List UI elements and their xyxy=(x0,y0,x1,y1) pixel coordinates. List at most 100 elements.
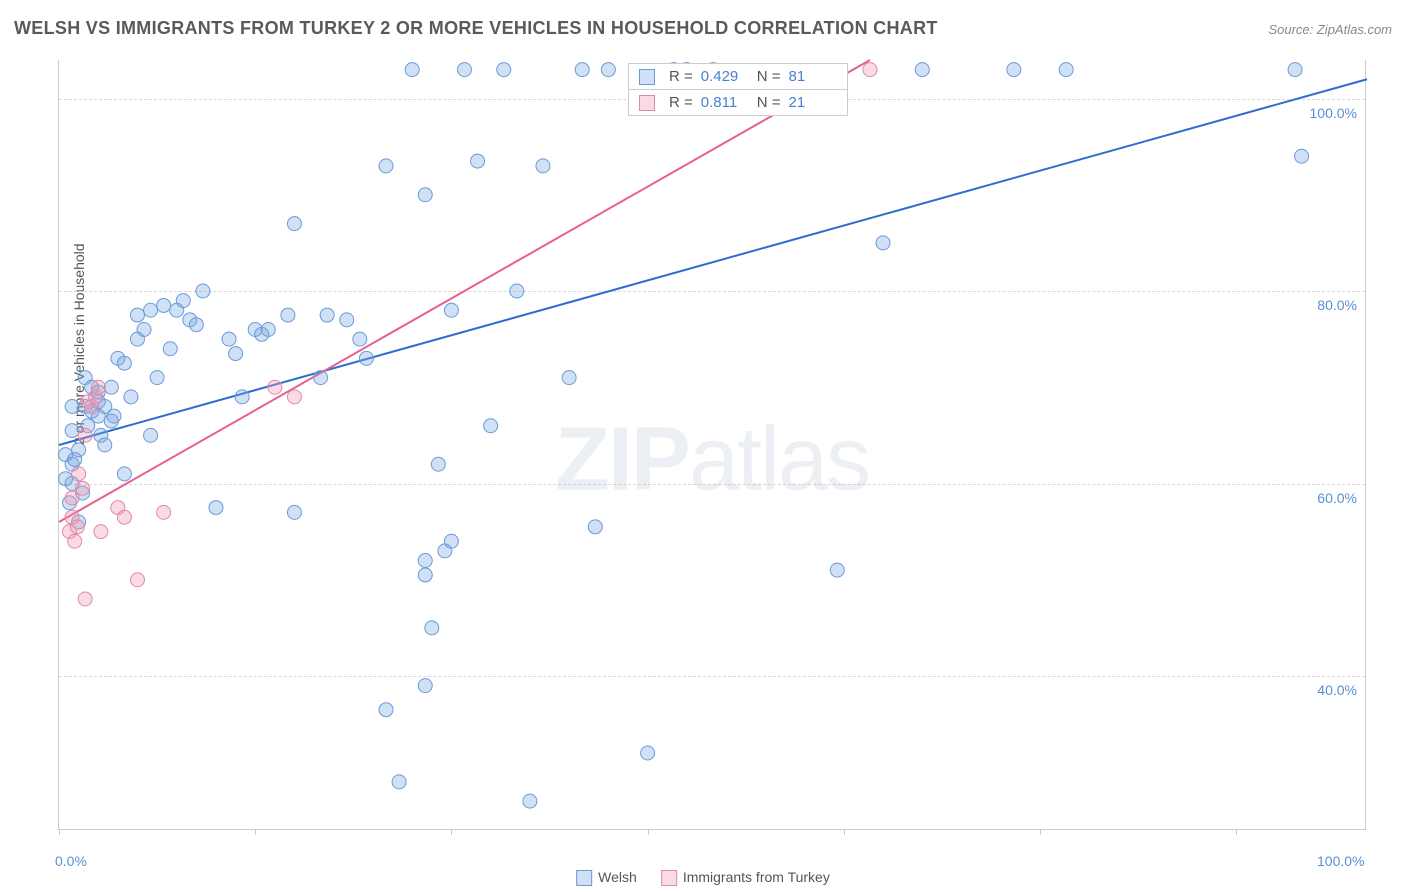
data-point xyxy=(444,303,458,317)
data-point xyxy=(523,794,537,808)
data-point xyxy=(536,159,550,173)
data-point xyxy=(72,443,86,457)
data-point xyxy=(379,159,393,173)
y-tick-label: 80.0% xyxy=(1317,297,1357,313)
data-point xyxy=(915,63,929,77)
y-tick-label: 60.0% xyxy=(1317,490,1357,506)
chart-title: WELSH VS IMMIGRANTS FROM TURKEY 2 OR MOR… xyxy=(14,18,938,39)
data-point xyxy=(431,457,445,471)
data-point xyxy=(340,313,354,327)
data-point xyxy=(65,424,79,438)
trend-line xyxy=(59,60,870,522)
data-point xyxy=(876,236,890,250)
data-point xyxy=(98,438,112,452)
data-point xyxy=(863,63,877,77)
data-point xyxy=(830,563,844,577)
y-tick-label: 40.0% xyxy=(1317,682,1357,698)
x-tick-label: 100.0% xyxy=(1317,853,1364,869)
data-point xyxy=(588,520,602,534)
y-tick-label: 100.0% xyxy=(1310,105,1357,121)
data-point xyxy=(78,592,92,606)
x-tick xyxy=(1236,829,1237,835)
data-point xyxy=(641,746,655,760)
data-point xyxy=(457,63,471,77)
scatter-svg xyxy=(59,60,1365,829)
data-point xyxy=(176,294,190,308)
data-point xyxy=(405,63,419,77)
stat-n-label: N = xyxy=(757,94,781,111)
data-point xyxy=(163,342,177,356)
data-point xyxy=(157,505,171,519)
data-point xyxy=(124,390,138,404)
x-tick xyxy=(255,829,256,835)
data-point xyxy=(1059,63,1073,77)
data-point xyxy=(379,703,393,717)
data-point xyxy=(444,534,458,548)
data-point xyxy=(314,371,328,385)
x-tick xyxy=(451,829,452,835)
stats-row: R =0.811N =21 xyxy=(629,89,847,115)
data-point xyxy=(418,679,432,693)
data-point xyxy=(287,505,301,519)
data-point xyxy=(72,467,86,481)
data-point xyxy=(68,534,82,548)
x-tick xyxy=(844,829,845,835)
data-point xyxy=(392,775,406,789)
data-point xyxy=(484,419,498,433)
plot-area: 2 or more Vehicles in Household ZIPatlas… xyxy=(58,60,1366,830)
data-point xyxy=(130,573,144,587)
data-point xyxy=(130,308,144,322)
data-point xyxy=(562,371,576,385)
data-point xyxy=(261,323,275,337)
x-tick-label: 0.0% xyxy=(55,853,87,869)
data-point xyxy=(157,298,171,312)
data-point xyxy=(1295,149,1309,163)
data-point xyxy=(497,63,511,77)
stats-row: R = 0.429 N = 81 xyxy=(629,64,847,89)
data-point xyxy=(353,332,367,346)
data-point xyxy=(76,481,90,495)
x-tick xyxy=(59,829,60,835)
legend-item: Welsh xyxy=(576,869,637,886)
x-tick xyxy=(1040,829,1041,835)
stat-n-label: N = xyxy=(757,68,781,85)
data-point xyxy=(144,303,158,317)
data-point xyxy=(91,380,105,394)
data-point xyxy=(78,428,92,442)
data-point xyxy=(268,380,282,394)
legend-swatch xyxy=(639,95,655,111)
data-point xyxy=(359,351,373,365)
data-point xyxy=(150,371,164,385)
stat-n-value: 81 xyxy=(789,68,837,85)
data-point xyxy=(287,390,301,404)
data-point xyxy=(209,501,223,515)
stat-r-value: 0.429 xyxy=(701,68,749,85)
data-point xyxy=(510,284,524,298)
stat-n-value: 21 xyxy=(789,94,837,111)
data-point xyxy=(235,390,249,404)
data-point xyxy=(222,332,236,346)
stat-r-label: R = xyxy=(669,94,693,111)
data-point xyxy=(575,63,589,77)
data-point xyxy=(144,428,158,442)
legend-label: Immigrants from Turkey xyxy=(683,869,830,885)
data-point xyxy=(189,318,203,332)
stat-r-label: R = xyxy=(669,68,693,85)
data-point xyxy=(1007,63,1021,77)
data-point xyxy=(418,188,432,202)
legend-swatch xyxy=(576,870,592,886)
data-point xyxy=(117,356,131,370)
source-label: Source: ZipAtlas.com xyxy=(1268,22,1392,37)
data-point xyxy=(117,510,131,524)
data-point xyxy=(104,380,118,394)
data-point xyxy=(229,347,243,361)
data-point xyxy=(425,621,439,635)
data-point xyxy=(107,409,121,423)
data-point xyxy=(601,63,615,77)
data-point xyxy=(287,217,301,231)
legend-bottom: Welsh Immigrants from Turkey xyxy=(576,869,830,886)
data-point xyxy=(70,520,84,534)
stats-legend-box: R =0.429N =81R =0.811N =21 xyxy=(628,63,848,116)
legend-swatch xyxy=(661,870,677,886)
x-tick xyxy=(648,829,649,835)
